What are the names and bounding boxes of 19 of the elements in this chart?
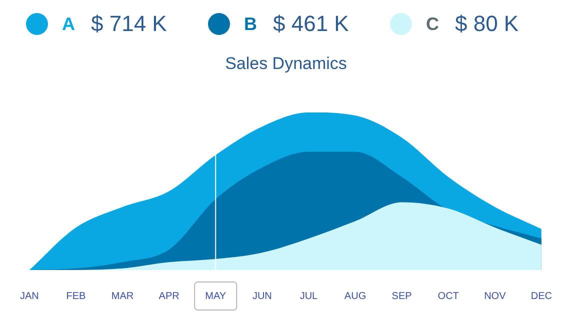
x-tick-label: SEP xyxy=(392,290,412,302)
x-tick-label: JUN xyxy=(252,290,272,302)
x-tick-label: MAR xyxy=(111,290,134,302)
x-tick-label: JAN xyxy=(20,290,39,302)
x-tick-label: NOV xyxy=(484,290,506,302)
x-tick-label: JUL xyxy=(300,290,318,302)
x-tick-label: AUG xyxy=(344,290,366,302)
text: $ 714 K xyxy=(91,11,167,37)
x-tick-label: DEC xyxy=(530,290,552,302)
x-tick-label: FEB xyxy=(66,290,86,302)
legend-label: C xyxy=(426,14,439,34)
x-tick-label: APR xyxy=(158,290,180,302)
text: $ 461 K xyxy=(273,11,349,37)
legend-label: A xyxy=(62,14,75,34)
x-tick-label: MAY xyxy=(205,290,226,302)
text: $ 80 K xyxy=(455,11,519,37)
chart-title: Sales Dynamics xyxy=(225,54,347,73)
x-tick-label: OCT xyxy=(438,290,459,302)
legend-label: B xyxy=(244,14,257,34)
